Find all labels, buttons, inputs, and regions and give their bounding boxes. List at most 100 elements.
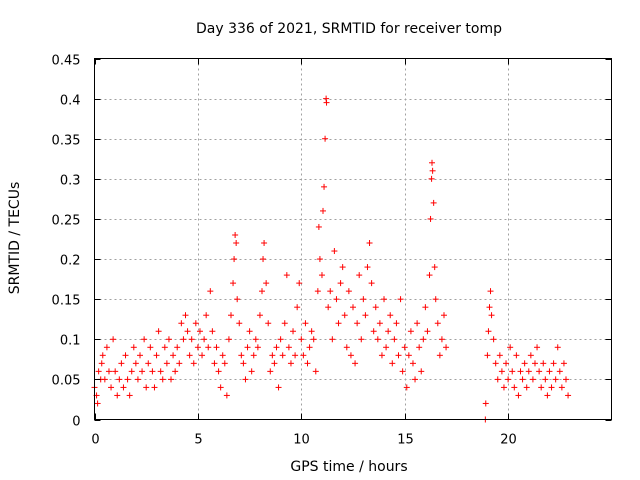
data-point [294, 304, 301, 311]
data-point [94, 400, 101, 407]
data-point [182, 312, 189, 319]
data-point [496, 352, 503, 359]
data-point [283, 272, 290, 279]
data-point [360, 296, 367, 303]
data-point [414, 320, 421, 327]
y-tick-label: 0.2 [60, 254, 81, 269]
data-point [159, 376, 166, 383]
data-point [540, 360, 547, 367]
data-point [136, 352, 143, 359]
data-point [221, 360, 228, 367]
data-point [231, 256, 238, 263]
data-point [192, 320, 199, 327]
data-point [337, 280, 344, 287]
data-point [178, 320, 185, 327]
data-point [420, 336, 427, 343]
data-point [134, 376, 141, 383]
data-point [485, 328, 492, 335]
data-point [405, 352, 412, 359]
data-point [98, 360, 105, 367]
data-point [112, 368, 119, 375]
data-point [132, 360, 139, 367]
data-point [434, 320, 441, 327]
data-point [422, 304, 429, 311]
x-tick-label: 15 [397, 433, 414, 448]
data-point [126, 392, 133, 399]
data-point [201, 336, 208, 343]
data-point [323, 99, 330, 106]
data-point [242, 376, 249, 383]
data-point [165, 336, 172, 343]
data-point [238, 352, 245, 359]
data-point [412, 376, 419, 383]
data-point [128, 368, 135, 375]
data-point [172, 368, 179, 375]
data-point [343, 344, 350, 351]
data-point [395, 352, 402, 359]
data-point [149, 368, 156, 375]
y-axis-label: SRMTID / TECUs [7, 182, 23, 295]
data-point [372, 304, 379, 311]
data-point [542, 376, 549, 383]
data-point [486, 304, 493, 311]
data-point [296, 280, 303, 287]
data-point [103, 344, 110, 351]
data-point [352, 360, 359, 367]
data-point [401, 344, 408, 351]
data-point [122, 352, 129, 359]
data-point [211, 360, 218, 367]
data-point [281, 320, 288, 327]
data-point [161, 344, 168, 351]
data-point [329, 336, 336, 343]
data-point [327, 288, 334, 295]
y-tick-label: 0.4 [60, 94, 81, 109]
data-point [298, 336, 305, 343]
data-point [428, 175, 435, 182]
data-point [521, 360, 528, 367]
data-point [368, 280, 375, 287]
data-point [322, 135, 329, 142]
data-point [279, 352, 286, 359]
data-point [515, 392, 522, 399]
data-point [308, 328, 315, 335]
data-point [407, 328, 414, 335]
data-point [207, 288, 214, 295]
data-point [427, 215, 434, 222]
data-point [397, 296, 404, 303]
data-point [316, 256, 323, 263]
y-tick-label: 0.05 [52, 374, 81, 389]
data-point [261, 240, 268, 247]
data-point [130, 344, 137, 351]
data-point [385, 328, 392, 335]
data-point [244, 344, 251, 351]
data-point [271, 360, 278, 367]
data-point [141, 336, 148, 343]
x-tick-label: 5 [194, 433, 202, 448]
data-point [335, 320, 342, 327]
data-point [300, 352, 307, 359]
data-point [560, 360, 567, 367]
data-point [209, 328, 216, 335]
data-point [428, 159, 435, 166]
data-point [227, 312, 234, 319]
data-point [275, 384, 282, 391]
data-point [366, 240, 373, 247]
data-point [168, 376, 175, 383]
data-point [565, 392, 572, 399]
data-point [170, 352, 177, 359]
data-point [321, 183, 328, 190]
data-point [215, 368, 222, 375]
data-point [430, 199, 437, 206]
data-point [358, 336, 365, 343]
data-point [225, 336, 232, 343]
data-point [424, 328, 431, 335]
data-point [174, 344, 181, 351]
data-point [234, 296, 241, 303]
data-point [429, 167, 436, 174]
data-point [246, 328, 253, 335]
data-point [213, 344, 220, 351]
data-point [381, 296, 388, 303]
data-point [269, 352, 276, 359]
x-tick-label: 0 [91, 433, 99, 448]
data-point [320, 207, 327, 214]
